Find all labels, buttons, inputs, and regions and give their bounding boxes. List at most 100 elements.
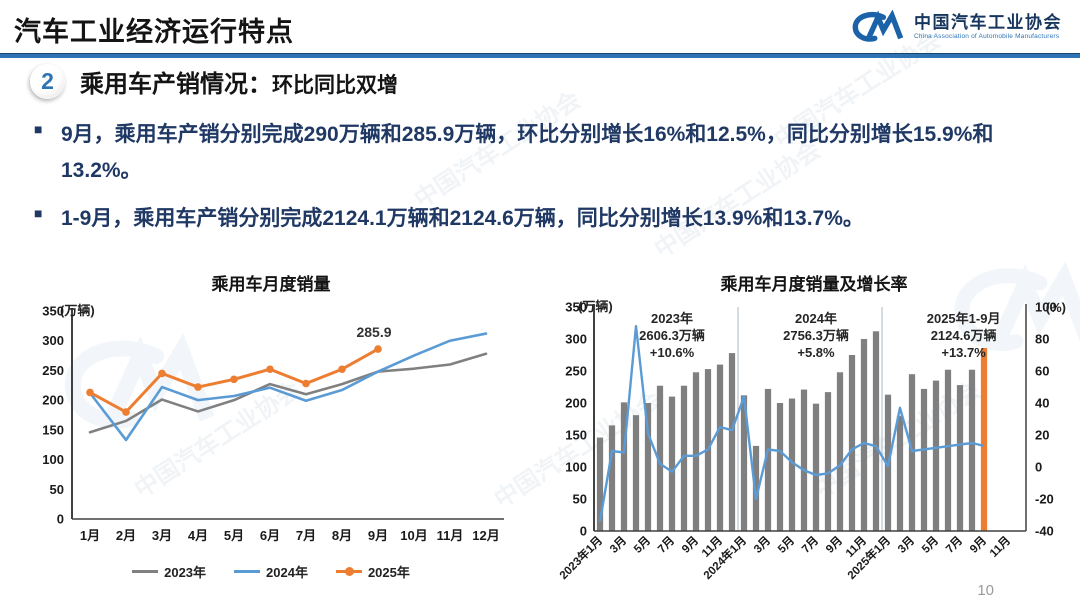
svg-text:2606.3万辆: 2606.3万辆 — [639, 328, 705, 343]
svg-text:2023年: 2023年 — [651, 311, 693, 326]
svg-text:+5.8%: +5.8% — [797, 345, 835, 360]
svg-text:50: 50 — [50, 482, 64, 497]
svg-text:-20: -20 — [1035, 492, 1054, 507]
bar-18 — [812, 403, 820, 531]
svg-text:3月: 3月 — [751, 534, 773, 556]
svg-text:5月: 5月 — [775, 534, 797, 556]
svg-text:0: 0 — [57, 512, 64, 527]
svg-text:200: 200 — [42, 393, 64, 408]
svg-text:9月: 9月 — [823, 534, 845, 556]
svg-text:200: 200 — [565, 396, 587, 411]
bar-6 — [668, 396, 676, 531]
svg-text:350: 350 — [42, 304, 64, 319]
bar-17 — [800, 389, 808, 531]
svg-text:40: 40 — [1035, 396, 1049, 411]
bar-7 — [680, 385, 688, 531]
svg-text:5月: 5月 — [224, 528, 244, 543]
bar-30 — [956, 385, 964, 531]
bar-12 — [740, 395, 748, 531]
right-chart-title: 乘用车月度销量及增长率 — [720, 275, 908, 294]
svg-text:100: 100 — [42, 452, 64, 467]
section-number-badge: 2 — [30, 64, 65, 99]
bar-3 — [632, 415, 640, 531]
bar-5 — [656, 385, 664, 531]
bar-23 — [872, 331, 880, 531]
bullet-item-1: ■ 9月，乘用车产销分别完成290万辆和285.9万辆，环比分别增长16%和12… — [34, 117, 1048, 188]
right-chart-right-unit-label: (%) — [1045, 300, 1066, 315]
svg-text:-40: -40 — [1035, 524, 1054, 539]
bar-20 — [836, 372, 844, 531]
svg-text:250: 250 — [42, 363, 64, 378]
svg-text:60: 60 — [1035, 364, 1049, 379]
svg-text:+10.6%: +10.6% — [650, 345, 695, 360]
left-chart-unit-label: (万辆) — [60, 303, 95, 318]
svg-text:12月: 12月 — [472, 528, 499, 543]
svg-text:2756.3万辆: 2756.3万辆 — [783, 328, 849, 343]
monthly-sales-line-chart: 乘用车月度销量 (万辆) 0 50 100 150 200 250 300 350 1月 2月 3月… — [26, 270, 516, 581]
series-2023年 — [88, 352, 488, 434]
bar-8 — [692, 372, 700, 531]
growth-rate-line — [598, 325, 985, 522]
sales-growth-combo-chart: 乘用车月度销量及增长率 (万辆) (%) 0 50 100 150 200 250 300 3… — [548, 270, 1080, 600]
caam-logo-icon — [852, 10, 904, 42]
bar-32 — [980, 348, 988, 531]
svg-text:6月: 6月 — [260, 528, 280, 543]
svg-text:300: 300 — [565, 332, 587, 347]
svg-text:7月: 7月 — [296, 528, 316, 543]
svg-text:100: 100 — [1035, 300, 1057, 315]
bar-25 — [896, 415, 904, 531]
svg-text:2023年1月: 2023年1月 — [556, 533, 605, 582]
bar-22 — [860, 339, 868, 531]
svg-text:9月: 9月 — [368, 528, 388, 543]
svg-text:150: 150 — [42, 422, 64, 437]
svg-text:2025年1-9月: 2025年1-9月 — [927, 311, 1001, 326]
bar-4 — [644, 403, 652, 531]
svg-text:50: 50 — [573, 492, 587, 507]
svg-text:20: 20 — [1035, 428, 1049, 443]
svg-text:350: 350 — [565, 300, 587, 315]
svg-text:150: 150 — [565, 428, 587, 443]
svg-text:1月: 1月 — [80, 528, 100, 543]
legend-item-2024年: 2024年 — [234, 562, 308, 581]
svg-text:11月: 11月 — [987, 534, 1013, 560]
legend-item-2025年: 2025年 — [335, 562, 410, 581]
svg-text:7月: 7月 — [655, 534, 677, 556]
right-chart-plot: 0 50 100 150 200 250 300 350 -40 -20 0 20 40 60 80 100 2… — [556, 300, 1057, 583]
left-chart-title: 乘用车月度销量 — [211, 275, 331, 294]
svg-text:3月: 3月 — [607, 534, 629, 556]
svg-text:3月: 3月 — [895, 534, 917, 556]
section-subtitle: 环比同比双增 — [272, 74, 398, 97]
bar-26 — [908, 374, 916, 531]
bar-19 — [824, 392, 832, 531]
bullet-square-icon: ■ — [34, 121, 43, 137]
svg-text:0: 0 — [1035, 460, 1042, 475]
svg-text:2024年: 2024年 — [795, 311, 837, 326]
left-chart-legend: 2023年 2024年 2025年 — [26, 562, 516, 581]
caam-logo: 中国汽车工业协会 China Association of Automobile… — [851, 10, 1062, 44]
title-divider — [0, 53, 1080, 58]
bar-13 — [752, 445, 760, 531]
bar-21 — [848, 355, 856, 531]
bar-10 — [716, 364, 724, 531]
svg-text:4月: 4月 — [188, 528, 208, 543]
org-name-en: China Association of Automobile Manufact… — [914, 32, 1060, 40]
page-number: 10 — [977, 582, 994, 599]
svg-text:10月: 10月 — [400, 528, 427, 543]
bar-14 — [764, 388, 772, 531]
section-title: 乘用车产销情况： — [80, 71, 272, 98]
bar-1 — [608, 425, 616, 531]
left-chart-plot: 0 50 100 150 200 250 300 350 1月 2月 3月 4月 5月 6月 7月 8月 9月 1… — [42, 304, 504, 543]
bar-15 — [776, 403, 784, 531]
svg-text:7月: 7月 — [943, 534, 965, 556]
svg-text:11月: 11月 — [437, 528, 464, 543]
bar-0 — [596, 437, 604, 531]
bar-16 — [788, 398, 796, 531]
svg-text:5月: 5月 — [919, 534, 941, 556]
bar-11 — [728, 353, 736, 531]
bullet-list: ■ 9月，乘用车产销分别完成290万辆和285.9万辆，环比分别增长16%和12… — [34, 117, 1048, 250]
page-title: 汽车工业经济运行特点 — [14, 17, 294, 47]
bar-27 — [920, 388, 928, 531]
svg-text:9月: 9月 — [967, 534, 989, 556]
bar-28 — [932, 380, 940, 531]
